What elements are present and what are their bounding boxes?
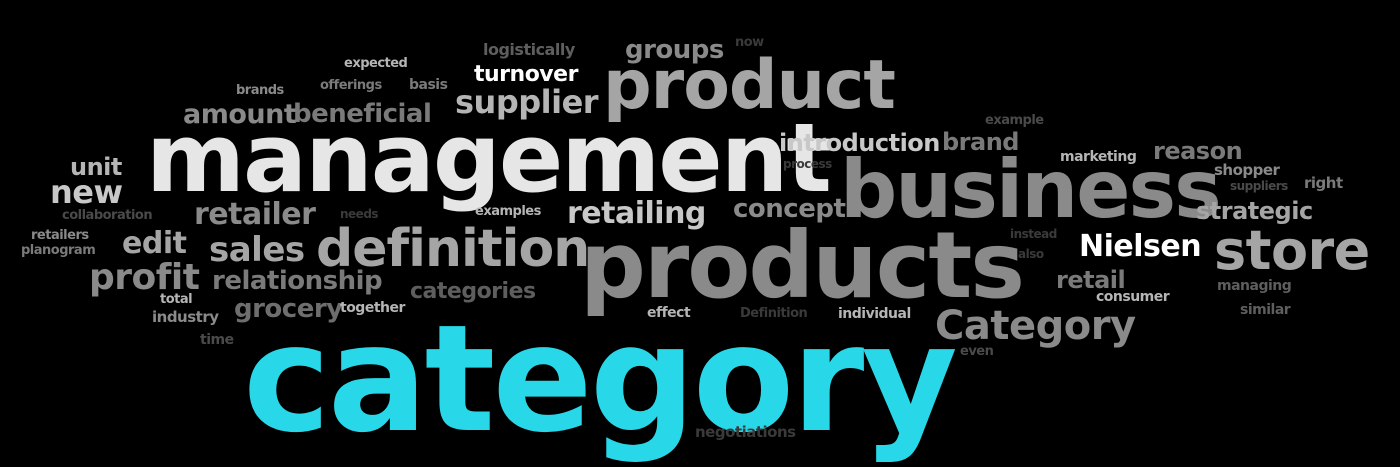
word-turnover: turnover (474, 62, 578, 87)
word-now: now (735, 35, 764, 50)
word-process: process (783, 157, 832, 171)
word-effect: effect (647, 305, 691, 321)
word-negotiations: negotiations (695, 423, 796, 441)
word-consumer: consumer (1096, 289, 1170, 305)
word-category-capital: Category (935, 303, 1136, 349)
word-planogram: planogram (21, 243, 96, 258)
word-also: also (1018, 247, 1044, 261)
word-categories: categories (410, 279, 536, 304)
word-business: business (840, 143, 1222, 236)
word-concept: concept (733, 194, 846, 224)
word-even: even (960, 344, 994, 359)
word-edit: edit (122, 226, 187, 261)
word-brands: brands (236, 83, 284, 98)
word-time: time (200, 332, 234, 348)
word-marketing: marketing (1060, 149, 1137, 165)
word-reason: reason (1153, 137, 1243, 165)
word-relationship: relationship (212, 266, 383, 296)
word-groups: groups (625, 35, 724, 65)
word-profit: profit (89, 257, 200, 298)
word-total: total (160, 292, 193, 307)
word-amount: amount (183, 99, 297, 130)
word-managing: managing (1217, 278, 1292, 294)
word-category: category (243, 293, 958, 465)
word-introduction: introduction (779, 129, 940, 157)
word-grocery: grocery (234, 294, 343, 324)
word-definition: definition (316, 219, 590, 279)
word-suppliers: suppliers (1230, 179, 1288, 193)
word-basis: basis (409, 77, 448, 93)
word-nielsen: Nielsen (1079, 229, 1202, 264)
word-retailer: retailer (194, 197, 316, 232)
word-retailing: retailing (567, 196, 706, 231)
word-together: together (340, 300, 405, 316)
word-sales: sales (209, 230, 305, 270)
word-shopper: shopper (1214, 161, 1280, 179)
word-instead: instead (1010, 227, 1057, 241)
word-similar: similar (1240, 302, 1291, 318)
word-strategic: strategic (1196, 197, 1313, 225)
word-brand: brand (942, 128, 1019, 156)
word-definition-capital: Definition (740, 306, 808, 321)
word-management: management (146, 104, 832, 214)
word-individual: individual (838, 306, 911, 322)
word-retailers: retailers (31, 228, 89, 243)
word-industry: industry (152, 308, 219, 326)
word-beneficial: beneficial (293, 99, 432, 129)
word-needs: needs (340, 207, 379, 221)
word-unit: unit (70, 153, 122, 181)
word-right: right (1304, 174, 1343, 192)
word-logistically: logistically (483, 40, 575, 59)
word-product: product (603, 46, 896, 125)
word-new: new (50, 173, 123, 211)
word-supplier: supplier (455, 83, 599, 121)
word-example: example (985, 113, 1044, 128)
word-retail: retail (1056, 266, 1126, 294)
word-store: store (1214, 219, 1370, 282)
word-expected: expected (344, 56, 408, 71)
word-offerings: offerings (320, 78, 382, 93)
word-examples: examples (475, 204, 541, 219)
word-products: products (580, 212, 1025, 319)
word-collaboration: collaboration (62, 208, 153, 223)
